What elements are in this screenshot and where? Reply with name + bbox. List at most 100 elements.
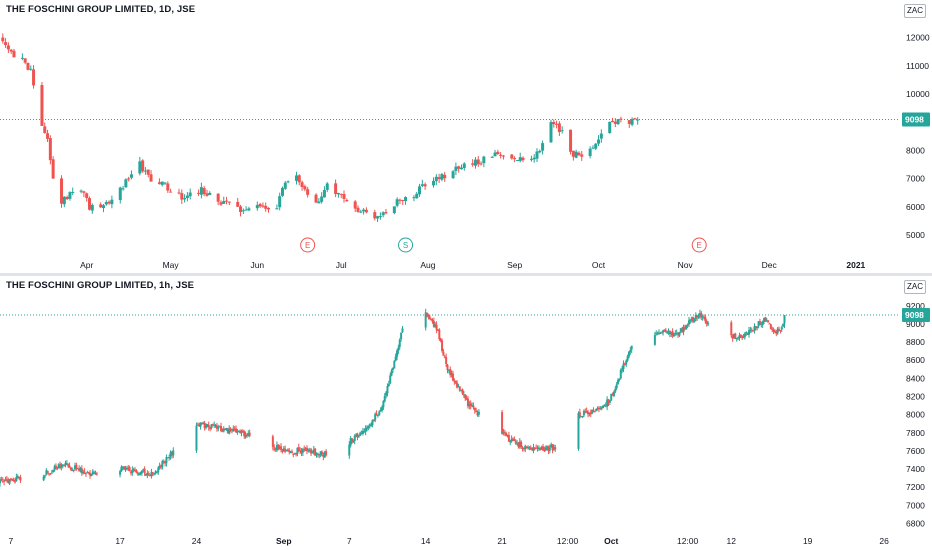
- candle[interactable]: [404, 196, 408, 205]
- candle[interactable]: [674, 330, 677, 336]
- candle[interactable]: [306, 187, 310, 198]
- candle[interactable]: [95, 471, 98, 476]
- candle[interactable]: [382, 400, 385, 410]
- candle[interactable]: [602, 404, 605, 409]
- candle[interactable]: [196, 422, 199, 426]
- candle[interactable]: [446, 364, 449, 374]
- candle[interactable]: [286, 180, 290, 184]
- candle[interactable]: [418, 183, 422, 197]
- candle[interactable]: [678, 331, 681, 338]
- candle[interactable]: [773, 329, 776, 334]
- candle[interactable]: [543, 446, 546, 453]
- candle[interactable]: [615, 381, 618, 390]
- candle[interactable]: [164, 460, 167, 467]
- candle[interactable]: [84, 473, 87, 477]
- candle[interactable]: [225, 427, 228, 431]
- candle[interactable]: [150, 468, 153, 479]
- daily-currency-label[interactable]: ZAC: [904, 4, 926, 18]
- candle[interactable]: [12, 48, 16, 58]
- candle[interactable]: [589, 409, 592, 418]
- candle[interactable]: [79, 466, 82, 473]
- candle[interactable]: [281, 448, 284, 454]
- candle[interactable]: [209, 426, 212, 432]
- candle[interactable]: [503, 429, 506, 436]
- candle[interactable]: [275, 441, 278, 453]
- candle[interactable]: [129, 170, 133, 180]
- candle[interactable]: [296, 447, 299, 457]
- candle[interactable]: [371, 419, 374, 428]
- candle[interactable]: [552, 119, 556, 128]
- candle[interactable]: [1, 33, 5, 44]
- candle[interactable]: [44, 475, 47, 479]
- candle[interactable]: [310, 447, 313, 456]
- candle[interactable]: [623, 362, 626, 366]
- candle[interactable]: [87, 471, 90, 475]
- candle[interactable]: [315, 452, 318, 458]
- hourly-candlestick-chart[interactable]: 9200 9000 8800 8600 8400 8200 8000 7800 7600 7400…: [0, 276, 932, 550]
- candle[interactable]: [90, 203, 94, 214]
- earnings-event-marker[interactable]: E: [691, 237, 707, 253]
- candle[interactable]: [434, 174, 438, 186]
- candle[interactable]: [701, 314, 704, 321]
- candle[interactable]: [275, 204, 279, 210]
- candle[interactable]: [625, 359, 628, 368]
- candle[interactable]: [236, 197, 240, 207]
- candle[interactable]: [61, 464, 64, 469]
- candle[interactable]: [151, 472, 154, 477]
- candle[interactable]: [232, 425, 235, 432]
- candle[interactable]: [550, 442, 553, 448]
- candle[interactable]: [395, 197, 399, 208]
- candle[interactable]: [385, 390, 388, 399]
- candle[interactable]: [560, 126, 564, 134]
- daily-candlestick-chart[interactable]: 12000110001000090008000700060005000AprMa…: [0, 0, 932, 275]
- candle[interactable]: [535, 444, 538, 449]
- candle[interactable]: [457, 383, 460, 388]
- candle[interactable]: [4, 476, 7, 482]
- candle[interactable]: [198, 422, 201, 428]
- candle[interactable]: [400, 332, 403, 342]
- candle[interactable]: [248, 429, 251, 438]
- candle[interactable]: [284, 445, 287, 454]
- candle[interactable]: [430, 318, 433, 321]
- candle[interactable]: [653, 331, 656, 346]
- candle[interactable]: [686, 323, 689, 328]
- candle[interactable]: [685, 324, 688, 330]
- candle[interactable]: [580, 150, 584, 161]
- candle[interactable]: [593, 410, 596, 413]
- candle[interactable]: [577, 411, 580, 451]
- candle[interactable]: [585, 407, 588, 414]
- candle[interactable]: [775, 330, 778, 337]
- candle[interactable]: [364, 207, 368, 214]
- candle[interactable]: [206, 423, 209, 428]
- candle[interactable]: [771, 326, 774, 333]
- candle[interactable]: [169, 450, 172, 460]
- candle[interactable]: [381, 405, 384, 413]
- candle[interactable]: [101, 203, 105, 213]
- candle[interactable]: [157, 178, 161, 185]
- candle[interactable]: [166, 457, 169, 459]
- candle[interactable]: [110, 195, 114, 209]
- candle[interactable]: [535, 148, 539, 162]
- candle[interactable]: [305, 445, 308, 455]
- candle[interactable]: [501, 409, 504, 435]
- candle[interactable]: [138, 472, 141, 476]
- candle[interactable]: [65, 195, 69, 201]
- candle[interactable]: [59, 461, 62, 470]
- candle[interactable]: [367, 425, 370, 431]
- candle[interactable]: [479, 161, 483, 166]
- candle[interactable]: [325, 182, 329, 193]
- candle[interactable]: [146, 169, 150, 178]
- candle[interactable]: [750, 327, 753, 333]
- candle[interactable]: [205, 423, 208, 430]
- candle[interactable]: [761, 320, 764, 328]
- candle[interactable]: [316, 452, 319, 458]
- candle[interactable]: [578, 408, 581, 419]
- candle[interactable]: [423, 182, 427, 190]
- candle[interactable]: [681, 326, 684, 333]
- candle[interactable]: [689, 319, 692, 324]
- candle[interactable]: [664, 327, 667, 333]
- candle[interactable]: [244, 431, 247, 439]
- candle[interactable]: [336, 192, 340, 198]
- candle[interactable]: [308, 447, 311, 453]
- candle[interactable]: [746, 332, 749, 336]
